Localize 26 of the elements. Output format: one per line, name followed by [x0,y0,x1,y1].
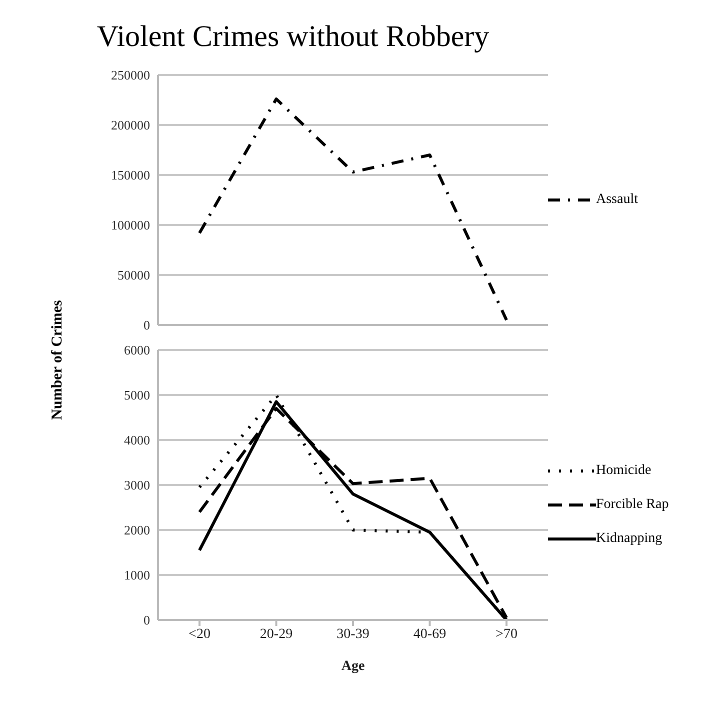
line-series [198,98,508,322]
y-tick-label: 250000 [111,68,150,83]
y-tick-label: 2000 [124,522,150,538]
legend-label: Homicide [596,463,652,479]
y-tick-label: 3000 [124,478,150,493]
legend-label: Forcible Rap [596,497,669,513]
y-tick-label: 0 [144,318,150,333]
legend-label: Kidnapping [596,531,662,547]
x-tick-label: 20-29 [260,626,293,642]
x-axis-title: Age [341,659,365,674]
x-tick-label: 40-69 [413,626,446,642]
y-tick-label: 6000 [124,342,150,358]
y-tick-label: 100000 [111,218,150,233]
y-tick-label: 5000 [124,388,150,403]
y-tick-label: 200000 [111,118,150,133]
x-tick-label: >70 [496,626,518,642]
x-tick-label: <20 [188,626,210,642]
x-tick-label: 30-39 [336,626,370,642]
chart-title: Violent Crimes without Robbery [96,20,490,55]
legend-label: Assault [596,192,638,208]
y-axis-title: Number of Crimes [50,300,66,420]
y-tick-label: 150000 [111,168,150,183]
y-tick-label: 4000 [124,432,150,448]
y-tick-label: 0 [144,612,150,628]
y-tick-label: 50000 [118,268,150,283]
y-tick-label: 1000 [124,568,150,583]
